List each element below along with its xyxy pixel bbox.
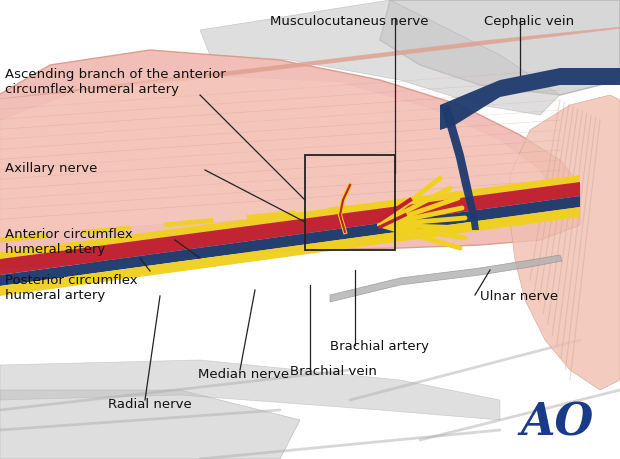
Text: Anterior circumflex
humeral artery: Anterior circumflex humeral artery [5,228,133,256]
Polygon shape [0,390,300,459]
Text: Ulnar nerve: Ulnar nerve [480,290,558,303]
Text: AO: AO [520,401,593,444]
Text: Median nerve: Median nerve [198,368,289,381]
Text: Posterior circumflex
humeral artery: Posterior circumflex humeral artery [5,274,138,302]
Polygon shape [440,68,620,130]
Polygon shape [510,95,620,390]
Polygon shape [330,255,562,302]
Polygon shape [0,182,580,275]
Polygon shape [0,196,580,286]
Polygon shape [0,50,580,268]
Polygon shape [200,0,560,115]
Text: Brachial artery: Brachial artery [330,340,429,353]
Text: Brachial vein: Brachial vein [290,365,377,378]
Text: Musculocutaneus nerve: Musculocutaneus nerve [270,15,428,28]
Bar [305,155,395,250]
Polygon shape [0,360,500,420]
Polygon shape [440,105,479,230]
Polygon shape [380,0,620,95]
Text: Radial nerve: Radial nerve [108,398,192,411]
Text: Ascending branch of the anterior
circumflex humeral artery: Ascending branch of the anterior circumf… [5,68,226,96]
Polygon shape [0,75,555,238]
Polygon shape [0,207,580,296]
Polygon shape [0,175,580,259]
Text: Axillary nerve: Axillary nerve [5,162,97,175]
Text: Cephalic vein: Cephalic vein [484,15,574,28]
